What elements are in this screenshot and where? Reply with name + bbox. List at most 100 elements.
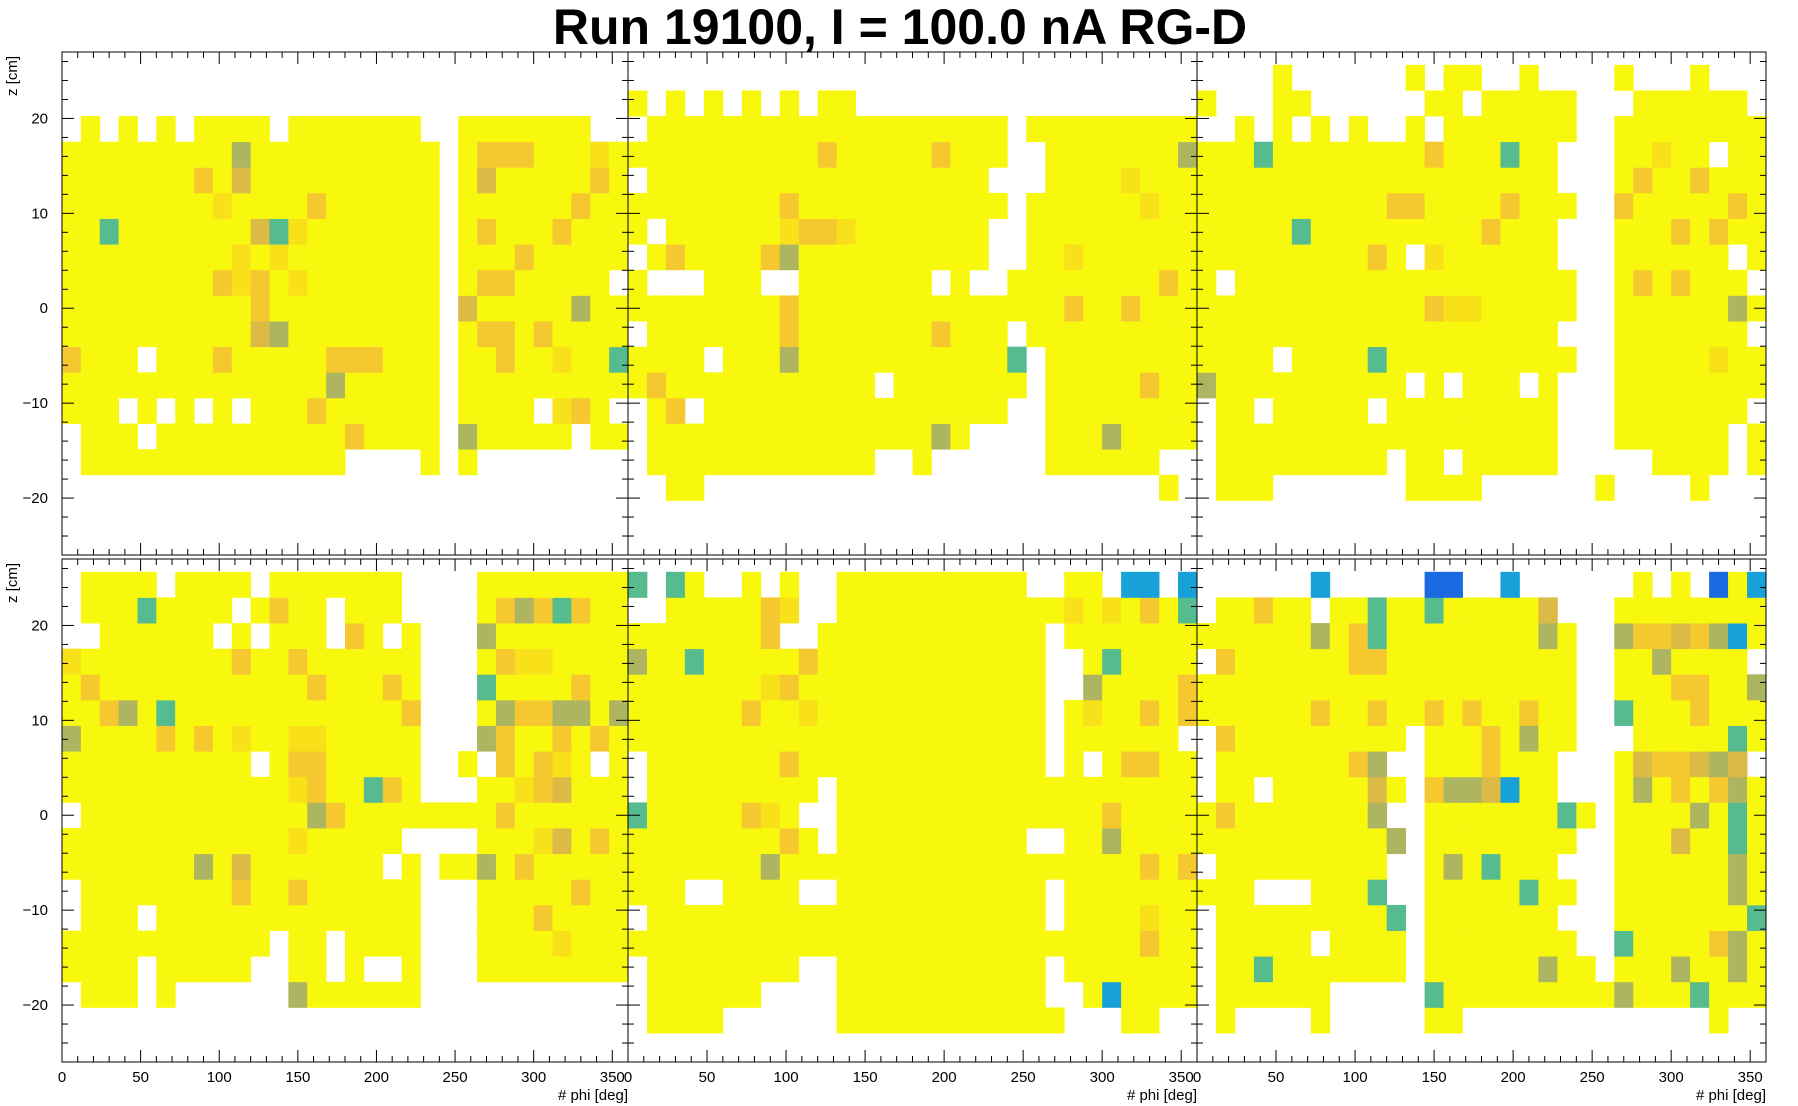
heatmap-bin — [817, 116, 838, 143]
heatmap-bin — [646, 828, 667, 855]
heatmap-bin — [345, 623, 365, 650]
heatmap-bin — [684, 930, 705, 957]
heatmap-bin — [80, 141, 101, 168]
heatmap-bin — [590, 776, 610, 803]
heatmap-bin — [1652, 853, 1672, 880]
heatmap-bin — [1614, 623, 1634, 650]
heatmap-bin — [1007, 725, 1027, 752]
heatmap-bin — [250, 930, 270, 957]
heatmap-bin — [1291, 699, 1312, 726]
heatmap-bin — [703, 269, 724, 296]
heatmap-bin — [874, 981, 894, 1008]
heatmap-bin — [760, 295, 781, 322]
heatmap-bin — [1064, 956, 1084, 983]
heatmap-bin — [969, 167, 989, 194]
heatmap-bin — [1367, 725, 1388, 752]
heatmap-bin — [1329, 269, 1350, 296]
heatmap-bin — [1367, 879, 1388, 906]
heatmap-bin — [646, 751, 667, 778]
heatmap-bin — [1291, 423, 1312, 450]
heatmap-bin — [307, 802, 327, 829]
heatmap-bin — [988, 597, 1008, 624]
heatmap-bin — [80, 699, 101, 726]
heatmap-bin — [1291, 751, 1312, 778]
heatmap-bin — [1690, 269, 1710, 296]
heatmap-bin — [1424, 828, 1444, 855]
heatmap-bin — [684, 725, 705, 752]
x-tick-label: 150 — [285, 1069, 310, 1086]
heatmap-bin — [269, 571, 289, 598]
heatmap-bin — [345, 269, 365, 296]
heatmap-bin — [269, 699, 289, 726]
heatmap-bin — [156, 904, 176, 931]
heatmap-bin — [836, 423, 856, 450]
heatmap-bin — [212, 751, 233, 778]
heatmap-bin — [307, 244, 327, 271]
heatmap-bin — [1159, 904, 1179, 931]
heatmap-bin — [912, 449, 932, 476]
heatmap-bin — [514, 725, 535, 752]
heatmap-bin — [703, 397, 724, 424]
heatmap-bin — [609, 423, 628, 450]
heatmap-bin — [741, 295, 762, 322]
heatmap-bin — [1728, 725, 1748, 752]
heatmap-bin — [855, 244, 875, 271]
heatmap-bin — [1728, 116, 1748, 143]
heatmap-bin — [194, 295, 214, 322]
heatmap-bin — [288, 192, 308, 219]
heatmap-bin — [288, 956, 308, 983]
heatmap-bin — [307, 930, 327, 957]
heatmap-bin — [1348, 397, 1369, 424]
heatmap-bin — [836, 397, 856, 424]
heatmap-bin — [156, 597, 176, 624]
heatmap-bin — [684, 116, 705, 143]
heatmap-bin — [118, 904, 138, 931]
heatmap-bin — [1405, 699, 1425, 726]
heatmap-bin — [836, 1007, 856, 1034]
heatmap-bin — [1538, 674, 1558, 701]
heatmap-bin — [1329, 372, 1350, 399]
heatmap-bin — [533, 699, 553, 726]
heatmap-bin — [931, 141, 951, 168]
heatmap-bin — [118, 725, 138, 752]
heatmap-bin — [1272, 648, 1293, 675]
heatmap-bin — [1159, 802, 1179, 829]
heatmap-bin — [477, 674, 497, 701]
heatmap-bin — [665, 674, 686, 701]
heatmap-bin — [1671, 167, 1691, 194]
heatmap-bin — [1386, 648, 1407, 675]
heatmap-bin — [231, 167, 252, 194]
heatmap-bin — [571, 372, 591, 399]
heatmap-bin — [1026, 218, 1046, 245]
heatmap-bin — [1045, 295, 1065, 322]
heatmap-bin — [1500, 802, 1520, 829]
heatmap-bin — [1348, 244, 1369, 271]
heatmap-bin — [533, 571, 553, 598]
heatmap-bin — [836, 141, 856, 168]
heatmap-bin — [269, 346, 289, 373]
heatmap-bin — [1709, 776, 1729, 803]
heatmap-bin — [1671, 218, 1691, 245]
heatmap-bin — [99, 372, 119, 399]
heatmap-bin — [1709, 904, 1729, 931]
heatmap-bin — [363, 623, 384, 650]
panel-6 — [1197, 571, 1766, 1034]
heatmap-bin — [703, 90, 724, 117]
heatmap-bin — [80, 269, 101, 296]
heatmap-bin — [382, 981, 402, 1008]
heatmap-bin — [231, 776, 252, 803]
heatmap-bin — [1652, 597, 1672, 624]
heatmap-bin — [118, 449, 138, 476]
heatmap-bin — [156, 828, 176, 855]
heatmap-bin — [80, 116, 101, 143]
heatmap-bin — [1007, 346, 1027, 373]
heatmap-bin — [855, 423, 875, 450]
heatmap-bin — [646, 699, 667, 726]
heatmap-bin — [1614, 397, 1634, 424]
heatmap-bin — [646, 1007, 667, 1034]
heatmap-bin — [1064, 751, 1084, 778]
heatmap-bin — [722, 674, 743, 701]
heatmap-bin — [1633, 725, 1653, 752]
heatmap-bin — [1538, 192, 1558, 219]
heatmap-bin — [817, 192, 838, 219]
